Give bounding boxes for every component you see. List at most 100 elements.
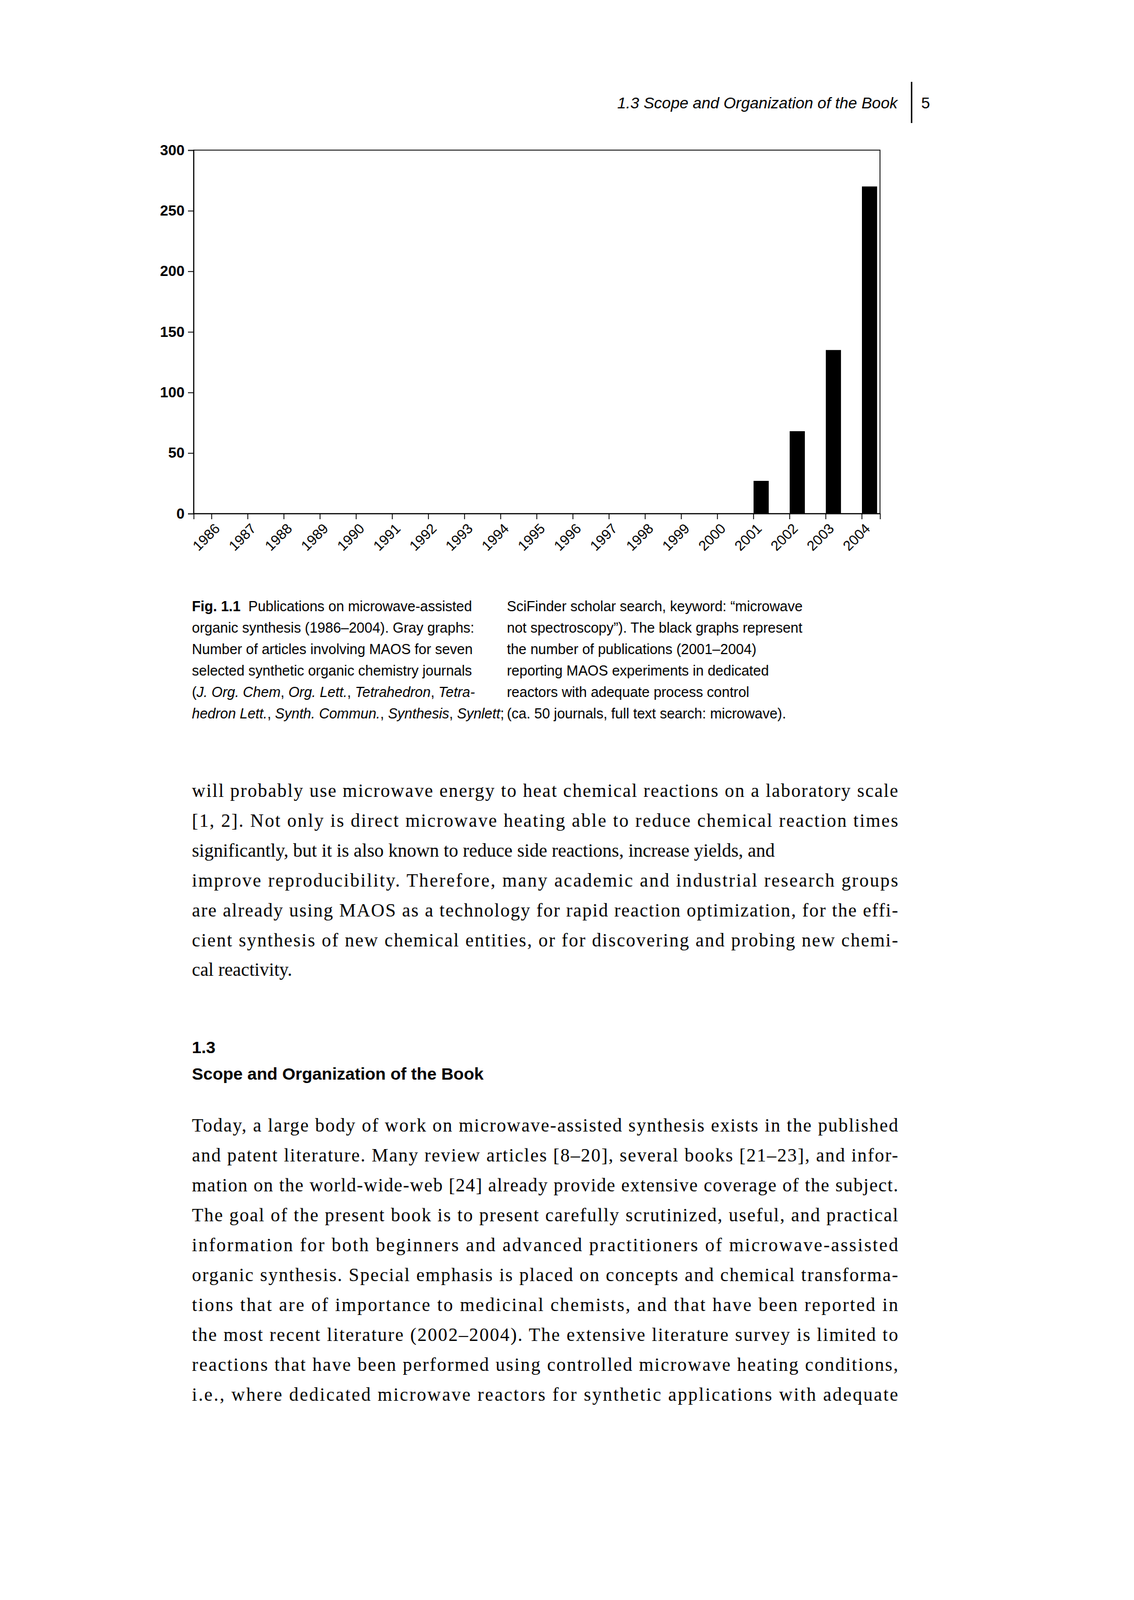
x-tick-mark [283,513,285,520]
x-tick-mark [861,513,863,520]
x-tick-mark [247,513,249,520]
caption-line: the number of publications (2001–2004) [506,641,757,658]
caption-text: Publications on microwave-assisted [240,598,472,615]
running-header: 1.3 Scope and Organization of the Book [616,94,899,112]
x-tick-label: 1992 [406,520,440,554]
x-tick-label: 1994 [478,520,512,554]
x-tick-mark [825,513,827,520]
x-tick-label: 2004 [839,520,874,554]
body-line: the most recent literature (2002–2004). … [191,1324,899,1346]
y-tick-label: 200 [160,262,185,280]
body-line: i.e., where dedicated microwave reactors… [191,1384,899,1405]
x-tick-label: 1991 [370,520,404,554]
caption-line: selected synthetic organic chemistry jou… [191,662,472,679]
x-tick: 1987 [225,513,260,554]
x-tick-mark [463,513,466,520]
x-tick-mark [391,513,393,520]
caption-text: the number of publications (2001–2004) [506,641,757,658]
body-line: are already using MAOS as a technology f… [191,900,899,921]
body-line: reactions that have been performed using… [191,1354,899,1376]
x-tick-label: 2001 [731,520,765,554]
body-line: improve reproducibility. Therefore, many… [191,870,899,891]
body-line: information for both beginners and advan… [191,1235,899,1256]
header-rule [911,81,913,124]
x-tick-mark [211,513,213,520]
caption-text: not spectroscopy”). The black graphs rep… [506,619,803,636]
caption-text: Synth. Commun. [274,705,380,722]
y-axis: 050100150200250300 [160,141,195,523]
x-tick-label: 1995 [514,520,549,554]
section-number: 1.3 [191,1038,216,1057]
x-tick-label: 1986 [189,520,223,554]
x-tick: 1992 [406,513,440,554]
x-tick: 2004 [839,513,874,554]
section-title: Scope and Organization of the Book [191,1064,484,1084]
caption-text: Synlett [457,705,501,722]
x-tick-label: 1993 [442,520,476,554]
x-tick-label: 2000 [695,520,729,554]
x-tick: 1988 [261,513,296,554]
caption-text: J. Org. Chem [195,684,281,700]
body-line: will probably use microwave energy to he… [191,780,899,801]
y-axis-line [187,150,195,515]
body-line: significantly, but it is also known to r… [191,840,776,861]
caption-text: , [266,705,275,722]
body-line: Today, a large body of work on microwave… [191,1115,899,1136]
caption-text: Number of articles involving MAOS for se… [191,641,473,658]
plot-frame [193,150,880,514]
x-tick: 2000 [695,513,729,554]
y-tick-mark [187,150,194,152]
x-tick: 1999 [659,513,693,554]
bar [753,480,769,514]
x-tick-mark [536,513,538,520]
caption-text: SciFinder scholar search, keyword: “micr… [506,598,803,615]
caption-text: , [430,684,439,700]
x-tick-mark [644,513,646,520]
x-tick-mark [680,513,682,520]
y-tick-label: 300 [160,141,185,159]
x-tick-mark [319,513,321,520]
x-tick: 1993 [442,513,476,554]
caption-line: organic synthesis (1986–2004). Gray grap… [191,619,475,636]
y-tick-mark [187,270,194,273]
caption-text: , [280,684,289,700]
bars [753,186,878,514]
y-tick-label: 0 [176,505,185,523]
caption-text: , [347,684,356,700]
page: 1.3 Scope and Organization of the Book50… [0,0,1134,1600]
caption-text: selected synthetic organic chemistry jou… [191,662,472,679]
x-tick: 1986 [189,513,223,554]
x-tick-mark [752,513,755,520]
caption-text: hedron Lett. [191,705,267,722]
caption-text: reactors with adequate process control [506,684,750,700]
x-axis: 1986198719881989199019911992199319941995… [189,513,881,554]
caption-line: reporting MAOS experiments in dedicated [506,662,769,679]
body-line: mation on the world-wide-web [24] alread… [191,1175,899,1196]
caption-text: , [380,705,389,722]
caption-text: reporting MAOS experiments in dedicated [506,662,769,679]
body-line: and patent literature. Many review artic… [191,1145,899,1166]
y-tick: 300 [160,141,194,159]
caption-right: SciFinder scholar search, keyword: “micr… [506,598,803,722]
x-tick-mark [572,513,574,520]
y-tick-label: 150 [160,323,185,341]
x-tick: 2001 [731,513,765,554]
x-tick-mark [608,513,610,520]
caption-text: Synthesis [387,705,449,722]
y-tick: 100 [160,383,194,401]
body-line: The goal of the present book is to prese… [191,1205,899,1226]
x-tick-mark [355,513,357,520]
x-tick-label: 1988 [261,520,296,554]
caption-line: (J. Org. Chem, Org. Lett., Tetrahedron, … [191,684,475,700]
caption-line: SciFinder scholar search, keyword: “micr… [506,598,803,615]
body-line: [1, 2]. Not only is direct microwave hea… [191,810,899,831]
caption-line: reactors with adequate process control [506,684,750,700]
caption-text: Tetrahedron [355,684,431,700]
x-tick-label: 1987 [225,520,260,554]
caption-text: ; [500,705,505,722]
x-tick-label: 1990 [334,520,368,554]
bar [861,186,878,514]
caption-line: hedron Lett., Synth. Commun., Synthesis,… [191,705,505,722]
caption-line: Fig. 1.1 Publications on microwave-assis… [191,598,472,615]
y-tick: 150 [160,323,194,341]
